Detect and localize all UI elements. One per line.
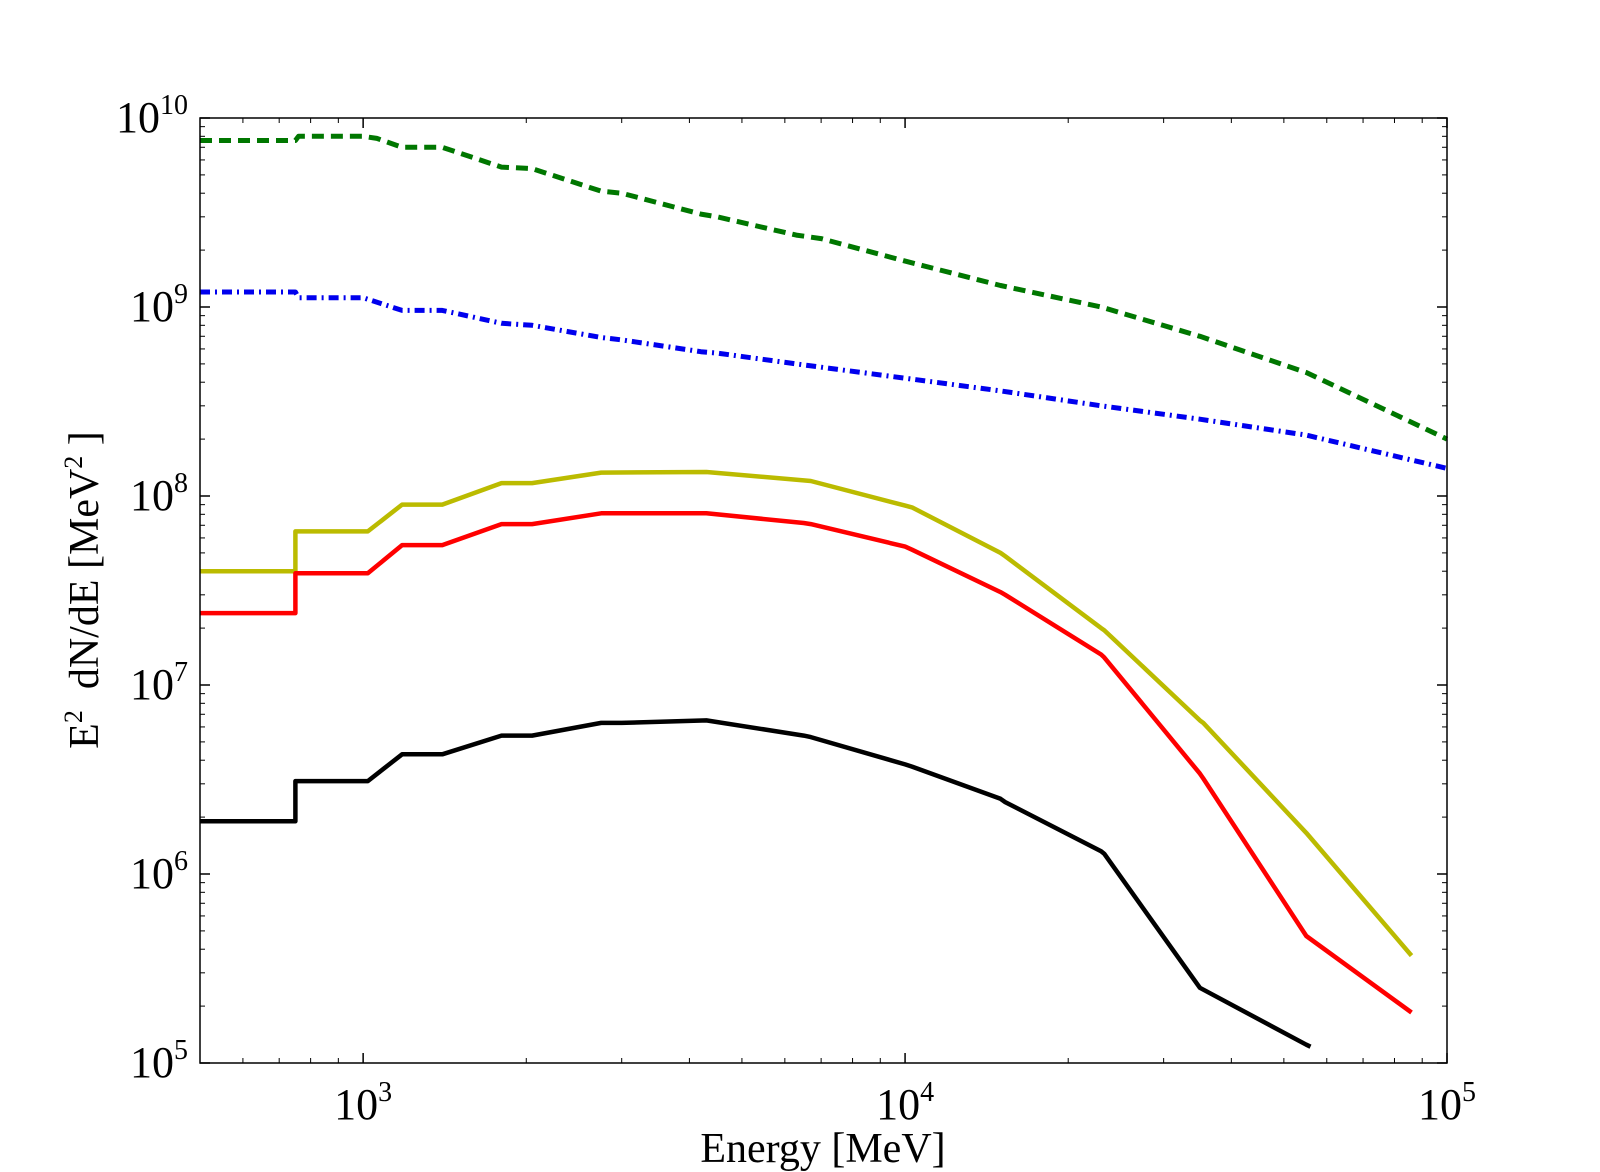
x-axis-label: Energy [MeV] <box>700 1126 945 1172</box>
series-layer <box>200 133 1449 1049</box>
y-label-suffix: ] <box>62 431 108 456</box>
x-tick-label: 104 <box>876 1077 934 1129</box>
y-label-unit-sup: 2 <box>59 456 88 469</box>
x-tick-base: 10 <box>1418 1080 1462 1129</box>
x-tick-exponent: 4 <box>920 1077 934 1108</box>
y-tick-exponent: 7 <box>174 657 188 688</box>
x-tick-base: 10 <box>334 1080 378 1129</box>
minor-ticks <box>200 118 1447 1063</box>
y-tick-label: 108 <box>130 468 188 520</box>
y-tick-exponent: 9 <box>174 279 188 310</box>
x-tick-exponent: 3 <box>378 1077 392 1108</box>
y-axis-label: E2 dN/dE [MeV2 ] <box>59 431 108 749</box>
y-label-prefix-sup: 2 <box>59 710 88 723</box>
y-tick-base: 10 <box>130 849 174 898</box>
y-tick-exponent: 5 <box>174 1035 188 1066</box>
y-tick-base: 10 <box>116 93 160 142</box>
x-tick-label: 103 <box>334 1077 392 1129</box>
x-tick-base: 10 <box>876 1080 920 1129</box>
y-tick-base: 10 <box>130 660 174 709</box>
y-tick-exponent: 8 <box>174 468 188 499</box>
y-tick-exponent: 6 <box>174 846 188 877</box>
y-tick-label: 106 <box>130 846 188 898</box>
y-tick-base: 10 <box>130 1038 174 1087</box>
y-tick-label: 105 <box>130 1035 188 1087</box>
y-tick-label: 107 <box>130 657 188 709</box>
x-tick-labels: 103 104 105 <box>334 1077 1476 1129</box>
x-tick-label: 105 <box>1418 1077 1476 1129</box>
series-line-olive-solid <box>200 469 1414 958</box>
series-line-blue-dashdot <box>200 289 1448 471</box>
series-line-black-solid <box>200 718 1312 1049</box>
y-tick-label: 1010 <box>116 90 188 142</box>
series-line-red-solid <box>200 511 1413 1015</box>
x-tick-exponent: 5 <box>1462 1077 1476 1108</box>
y-tick-exponent: 10 <box>160 90 188 121</box>
y-label-prefix: E <box>62 723 108 749</box>
y-tick-base: 10 <box>130 471 174 520</box>
y-label-middle: dN/dE [MeV <box>62 469 108 710</box>
y-tick-base: 10 <box>130 282 174 331</box>
y-tick-label: 109 <box>130 279 188 331</box>
plot-frame <box>199 117 1448 1064</box>
